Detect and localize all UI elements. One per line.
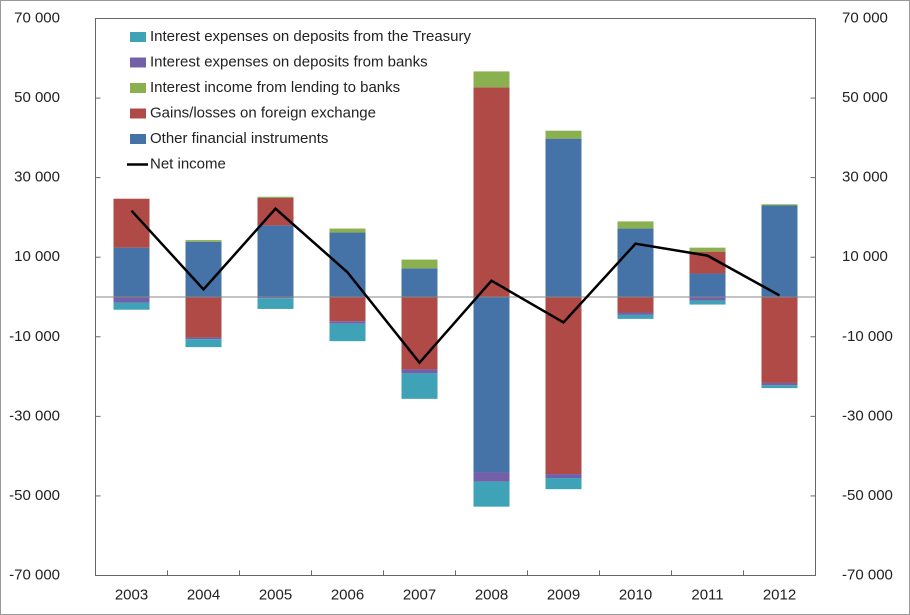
legend-label: Interest income from lending to banks <box>150 79 400 96</box>
x-tick-label: 2011 <box>691 586 723 603</box>
legend-label: Interest expenses on deposits from the T… <box>150 28 471 45</box>
bar <box>473 297 510 473</box>
bar <box>401 373 438 399</box>
bar <box>401 369 438 374</box>
bar <box>185 339 222 348</box>
legend-swatch <box>130 134 146 144</box>
x-tick-label: 2010 <box>619 586 652 603</box>
y-tick-label: 30 000 <box>14 169 60 186</box>
legend-swatch <box>130 83 146 93</box>
bar <box>761 297 798 383</box>
bar <box>329 297 366 322</box>
bar <box>545 130 582 139</box>
legend-label: Other financial instruments <box>150 130 328 147</box>
bar <box>689 247 726 252</box>
bar <box>257 297 294 299</box>
y-tick-label: -70 000 <box>9 566 60 583</box>
bar <box>617 314 654 319</box>
x-tick-label: 2009 <box>547 586 580 603</box>
y2-tick-label: -30 000 <box>842 407 893 424</box>
legend-label: Gains/losses on foreign exchange <box>150 104 376 121</box>
y-tick-label: -10 000 <box>9 328 60 345</box>
bar <box>329 323 366 342</box>
bar <box>401 259 438 269</box>
bar <box>473 481 510 507</box>
bar <box>617 297 654 313</box>
bar <box>545 297 582 475</box>
x-tick-label: 2006 <box>331 586 364 603</box>
y-tick-label: -30 000 <box>9 407 60 424</box>
bar <box>257 196 294 198</box>
bar <box>185 337 222 340</box>
legend-swatch <box>130 108 146 119</box>
legend-label: Interest expenses on deposits from banks <box>150 53 428 70</box>
y2-tick-label: -50 000 <box>842 487 893 504</box>
bar <box>185 297 222 338</box>
bar <box>113 247 150 297</box>
legend-label: Net income <box>150 155 226 172</box>
y-tick-label: 10 000 <box>14 248 60 265</box>
bar <box>473 472 510 482</box>
bar <box>761 382 798 386</box>
bar <box>401 268 438 297</box>
x-tick-label: 2007 <box>403 586 436 603</box>
y2-tick-label: 50 000 <box>842 89 888 106</box>
bar <box>473 87 510 297</box>
bar <box>689 300 726 305</box>
bar <box>545 474 582 479</box>
legend-swatch <box>130 57 146 68</box>
y2-tick-label: -10 000 <box>842 328 893 345</box>
bar <box>113 302 150 310</box>
y-tick-label: 50 000 <box>14 89 60 106</box>
bar <box>113 297 150 303</box>
bar <box>257 298 294 309</box>
x-tick-label: 2012 <box>763 586 796 603</box>
x-tick-label: 2004 <box>187 586 220 603</box>
bar <box>761 205 798 297</box>
bar <box>545 138 582 297</box>
bar <box>257 225 294 297</box>
line <box>130 206 781 365</box>
y2-tick-label: -70 000 <box>842 566 893 583</box>
x-tick-label: 2005 <box>259 586 292 603</box>
bar <box>185 240 222 242</box>
y-tick-label: 70 000 <box>14 9 60 26</box>
bar <box>617 221 654 229</box>
bar <box>761 204 798 206</box>
x-tick-label: 2008 <box>475 586 508 603</box>
bar <box>329 321 366 324</box>
bar <box>617 312 654 315</box>
bar <box>617 228 654 297</box>
x-tick-label: 2003 <box>115 586 148 603</box>
bar <box>401 297 438 370</box>
bar <box>689 251 726 274</box>
legend-swatch <box>130 32 146 42</box>
bar <box>689 297 726 301</box>
bar <box>761 385 798 389</box>
y-tick-label: -50 000 <box>9 487 60 504</box>
y2-tick-label: 10 000 <box>842 248 888 265</box>
y2-tick-label: 70 000 <box>842 9 888 26</box>
y2-tick-label: 30 000 <box>842 169 888 186</box>
bar <box>473 71 510 88</box>
bar <box>545 478 582 490</box>
bar <box>329 228 366 233</box>
bar <box>689 273 726 297</box>
